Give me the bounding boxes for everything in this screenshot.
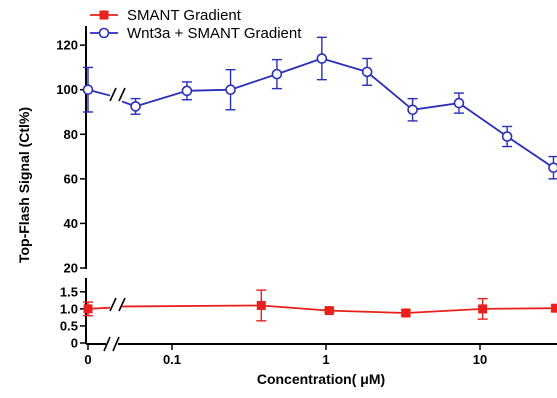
x-break-slash-1: [103, 336, 111, 352]
y-tick-label-lower-1: 0.5: [60, 318, 78, 333]
blue-break-slash-1: [109, 87, 117, 102]
wnt3a-point-1: [130, 101, 141, 112]
series-wnt3a: [82, 36, 557, 180]
legend-entry-wnt3a: Wnt3a + SMANT Gradient: [90, 25, 302, 42]
red-break-slash-1: [109, 297, 117, 312]
x-tick-label-3: 10: [473, 352, 487, 367]
y-tick-label-upper-3: 80: [64, 127, 78, 142]
x-axis: 0 0.1 1 10: [84, 343, 557, 367]
x-tick-label-2: 1: [322, 352, 329, 367]
wnt3a-point-4: [271, 68, 283, 80]
smant-point-4: [478, 304, 488, 314]
smant-point-0: [83, 304, 93, 314]
x-axis-break: [103, 336, 120, 352]
legend-marker-smant: [99, 10, 109, 20]
wnt3a-point-3: [225, 84, 236, 96]
y-tick-label-upper-2: 60: [64, 171, 78, 186]
legend-label-smant: SMANT Gradient: [127, 7, 242, 24]
y-tick-label-upper-1: 40: [64, 216, 78, 231]
legend-label-wnt3a: Wnt3a + SMANT Gradient: [127, 25, 302, 42]
x-tick-label-0: 0: [84, 352, 91, 367]
y-tick-label-lower-0: 0: [71, 336, 78, 351]
smant-point-3: [401, 308, 411, 318]
x-tick-label-1: 0.1: [163, 352, 181, 367]
smant-line-segment-1: [121, 304, 262, 308]
y-axis-title: Top-Flash Signal (Ctl%): [16, 107, 32, 263]
wnt3a-point-7: [407, 104, 418, 116]
wnt3a-line: [135, 57, 555, 169]
legend: SMANT Gradient Wnt3a + SMANT Gradient: [90, 7, 302, 42]
y-tick-label-upper-5: 120: [56, 38, 78, 53]
y-tick-label-upper-4: 100: [56, 82, 78, 97]
blue-break-slash-2: [118, 87, 126, 102]
y-ticks-lower: 0 0.5 1.0 1.5: [60, 284, 86, 351]
wnt3a-point-0: [82, 84, 94, 96]
smant-point-2: [324, 306, 334, 316]
y-tick-label-lower-2: 1.0: [60, 301, 78, 316]
wnt3a-point-5: [316, 53, 328, 64]
wnt3a-point-2: [181, 85, 193, 97]
smant-point-1: [256, 300, 266, 310]
smant-point-5: [551, 303, 557, 313]
y-tick-label-upper-0: 20: [64, 261, 78, 276]
legend-entry-smant: SMANT Gradient: [90, 7, 242, 24]
y-axis: 20 40 60 80 100 120 0 0.5 1.0 1.5: [56, 26, 87, 351]
x-ticks: 0 0.1 1 10: [84, 344, 487, 367]
wnt3a-point-9: [501, 131, 513, 142]
x-axis-title: Concentration( μM): [257, 371, 385, 387]
line-break-marks: [109, 87, 126, 312]
wnt3a-point-10: [548, 162, 557, 174]
x-break-slash-2: [112, 336, 120, 352]
series-smant: [83, 289, 557, 322]
wnt3a-point-6: [361, 66, 373, 78]
red-break-slash-2: [118, 297, 126, 312]
y-tick-label-lower-3: 1.5: [60, 284, 78, 299]
y-ticks-upper: 20 40 60 80 100 120: [56, 38, 86, 276]
wnt3a-point-8: [453, 97, 465, 109]
legend-marker-wnt3a: [98, 27, 110, 39]
